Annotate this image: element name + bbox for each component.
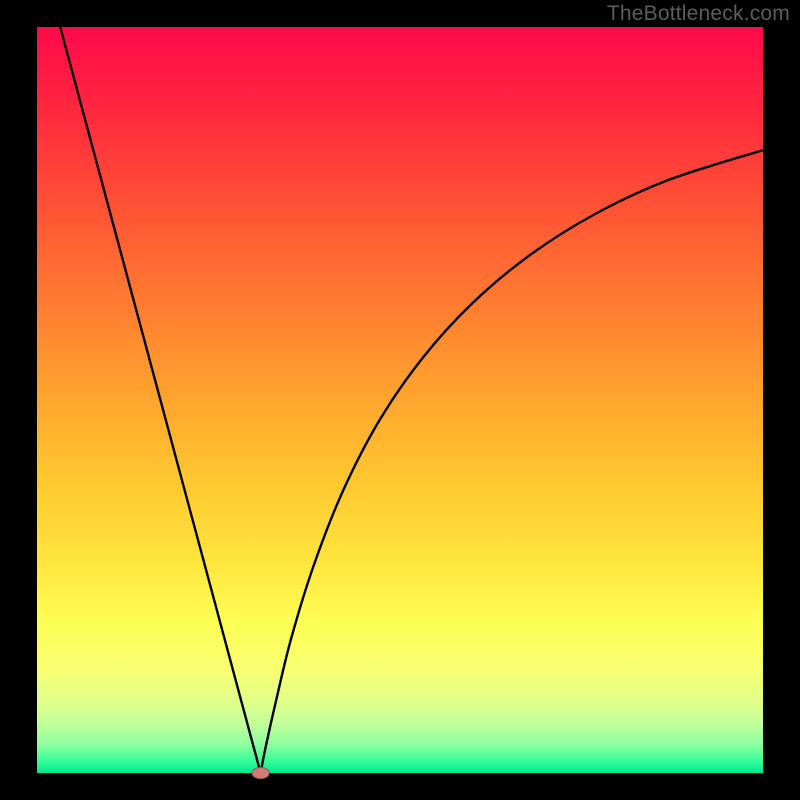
chart-plot-background xyxy=(37,27,763,773)
watermark-label: TheBottleneck.com xyxy=(607,2,790,26)
optimum-marker xyxy=(252,767,269,778)
chart-container: TheBottleneck.com xyxy=(0,0,800,800)
bottleneck-chart xyxy=(0,0,800,800)
